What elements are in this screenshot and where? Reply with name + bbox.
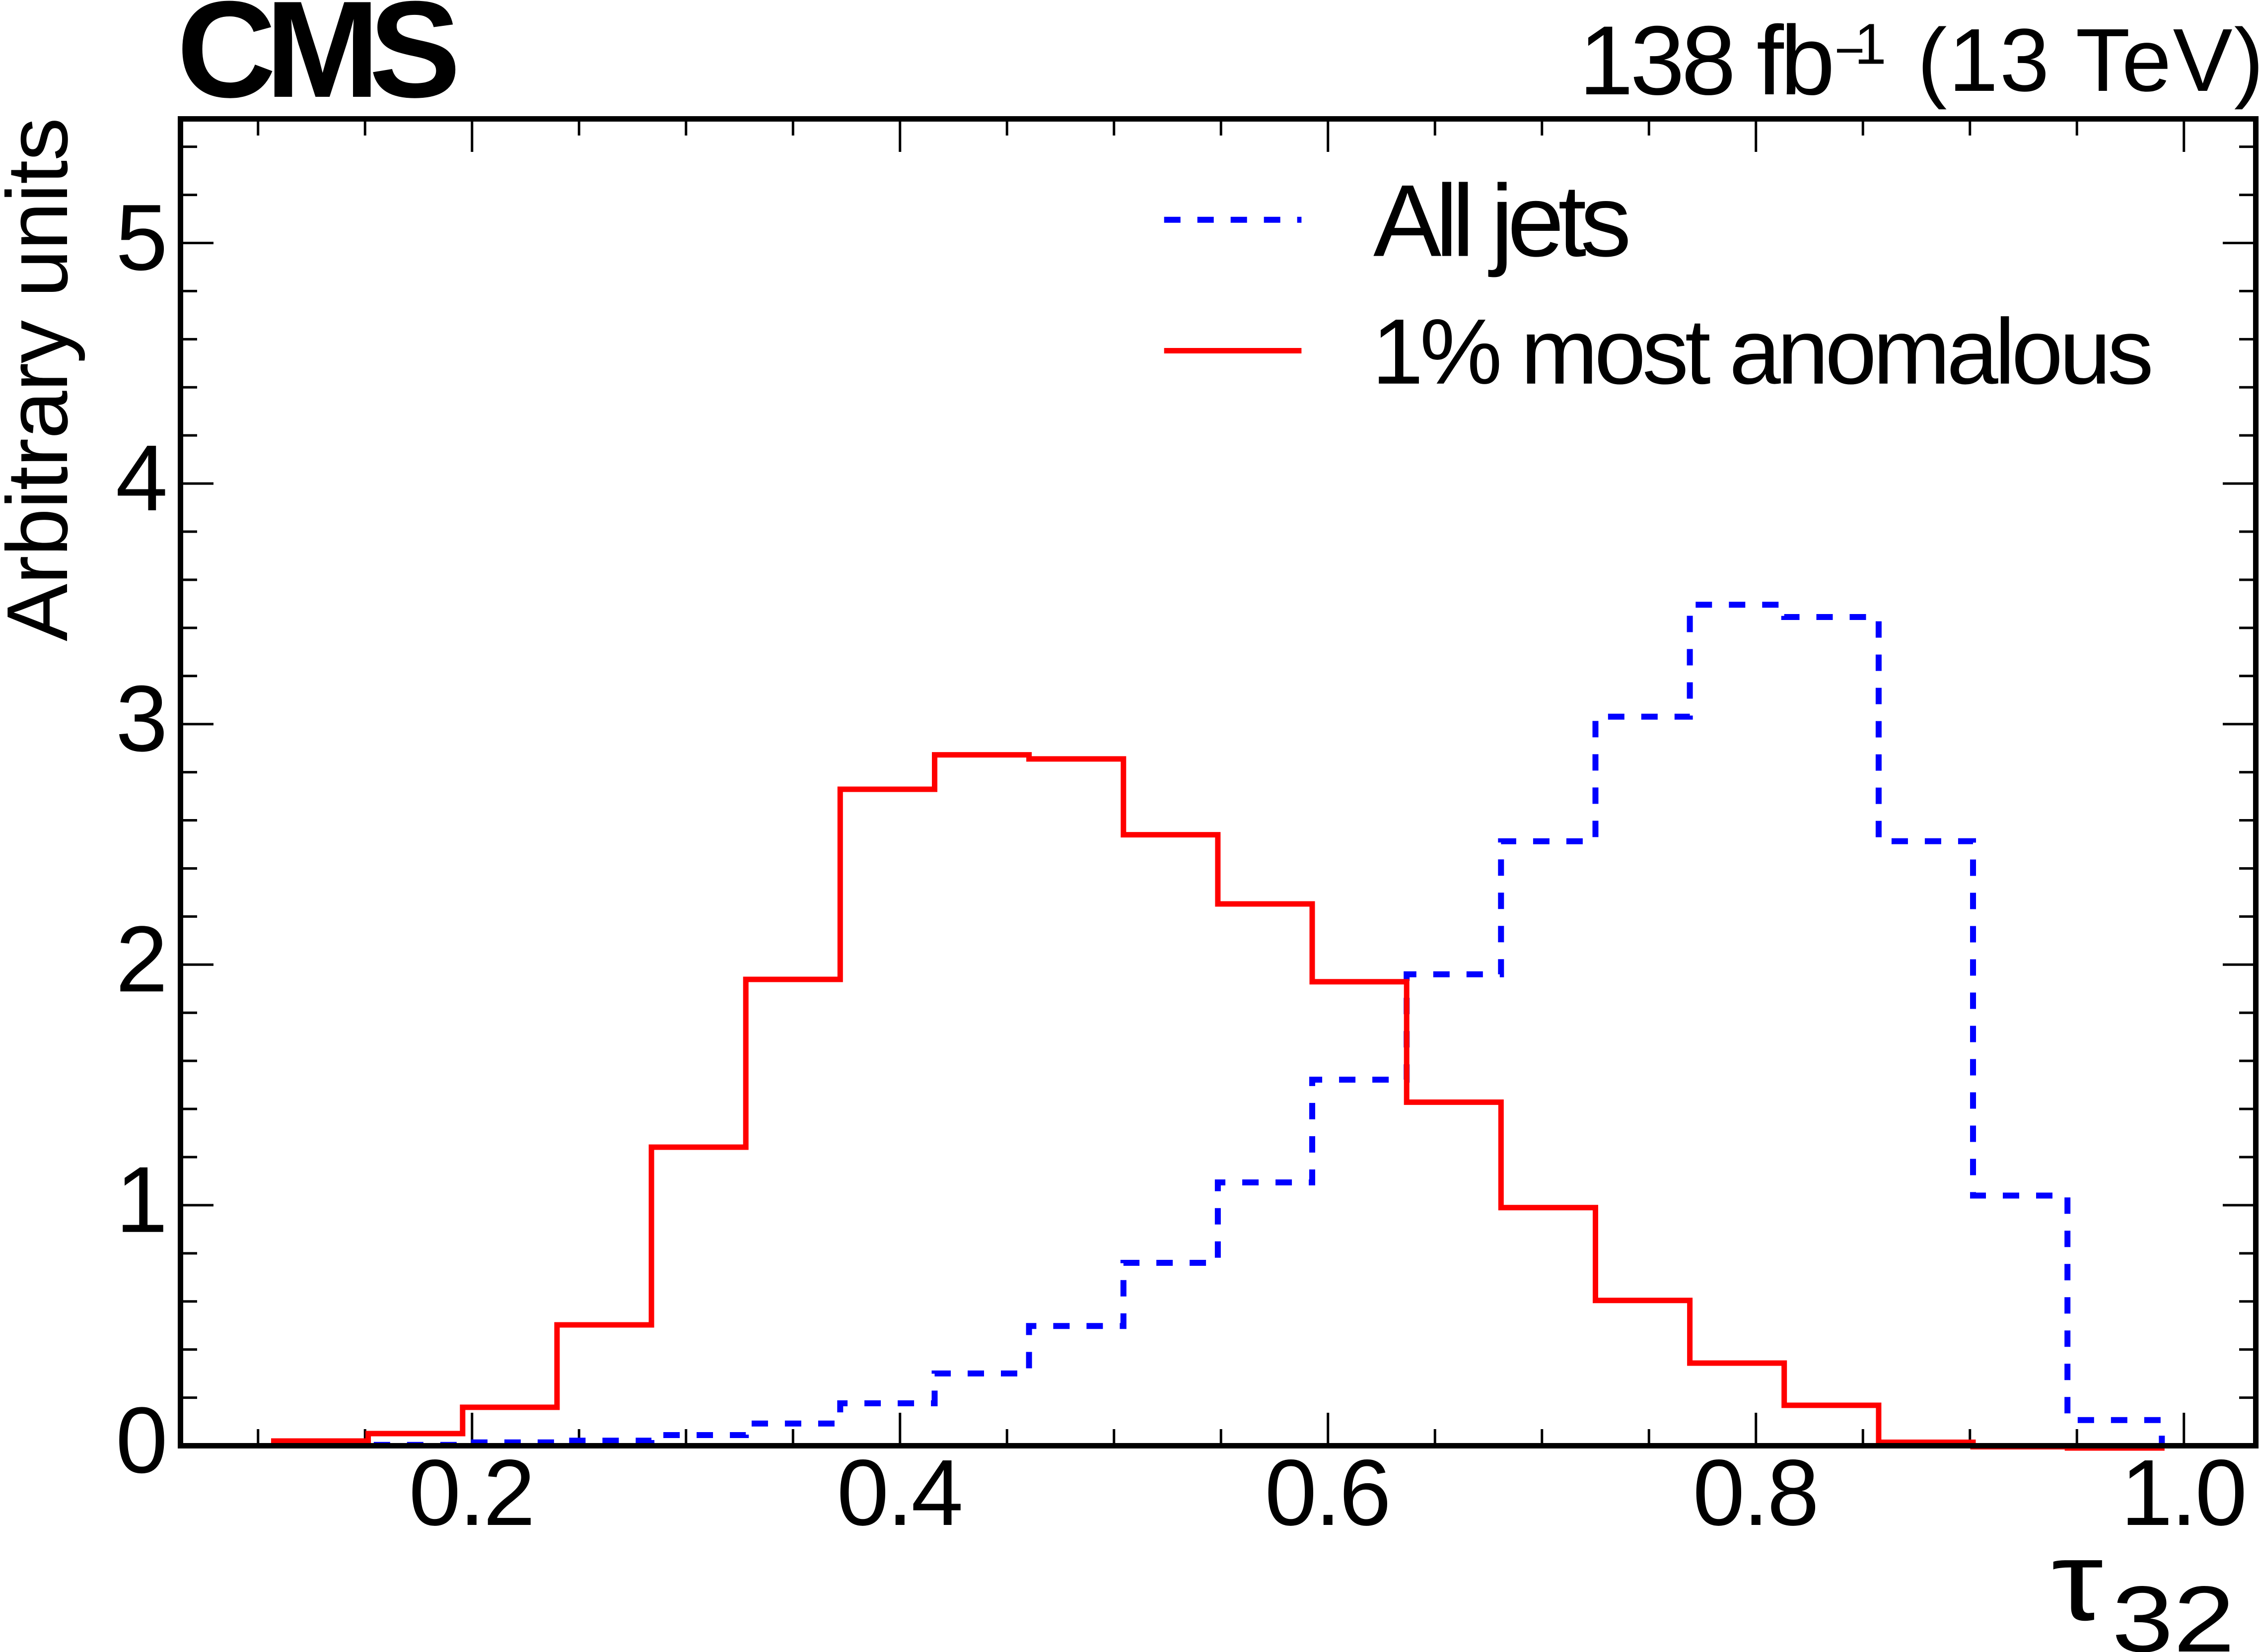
- svg-text:138 fb: 138 fb: [1579, 5, 1835, 115]
- svg-text:0.2: 0.2: [409, 1441, 535, 1545]
- svg-text:Arbitrary units: Arbitrary units: [0, 118, 85, 641]
- svg-text:−: −: [1835, 21, 1865, 79]
- svg-text:0.8: 0.8: [1693, 1441, 1819, 1545]
- svg-text:32: 32: [2112, 1567, 2235, 1652]
- svg-text:1% most anomalous: 1% most anomalous: [1372, 300, 2154, 404]
- svg-text:All jets: All jets: [1373, 164, 1631, 278]
- svg-text:τ: τ: [2051, 1518, 2103, 1644]
- svg-text:2: 2: [116, 907, 168, 1012]
- svg-text:1: 1: [116, 1148, 168, 1252]
- svg-text:(13 TeV): (13 TeV): [1917, 10, 2259, 110]
- svg-text:1: 1: [1854, 12, 1887, 76]
- svg-text:0: 0: [116, 1388, 168, 1493]
- svg-text:0.6: 0.6: [1265, 1441, 1391, 1545]
- svg-text:5: 5: [116, 185, 168, 290]
- svg-text:4: 4: [116, 426, 168, 531]
- svg-text:1.0: 1.0: [2120, 1441, 2247, 1545]
- svg-text:0.4: 0.4: [837, 1441, 963, 1545]
- svg-text:3: 3: [116, 667, 168, 771]
- svg-text:CMS: CMS: [177, 0, 461, 126]
